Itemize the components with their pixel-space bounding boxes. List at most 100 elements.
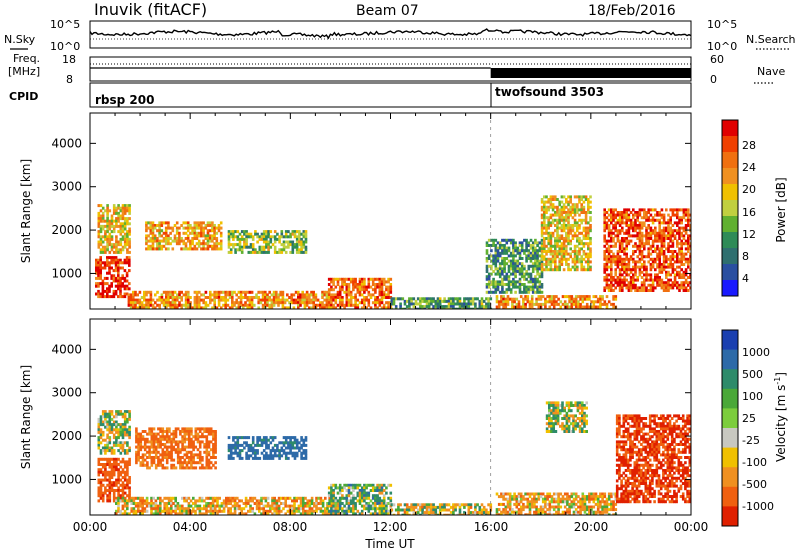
echo-cell <box>101 449 105 453</box>
echo-cell <box>427 305 431 309</box>
echo-cell <box>121 468 125 472</box>
echo-cell <box>114 269 118 273</box>
echo-cell <box>156 298 159 302</box>
echo-cell <box>536 267 539 271</box>
echo-cell <box>614 273 617 277</box>
echo-cell <box>480 299 484 303</box>
echo-cell <box>163 504 166 508</box>
echo-cell <box>293 243 297 247</box>
echo-cell <box>496 272 500 276</box>
echo-cell <box>161 509 164 513</box>
echo-cell <box>97 428 101 432</box>
echo-cell <box>119 227 123 231</box>
echo-cell <box>198 496 202 500</box>
echo-cell <box>684 289 688 292</box>
echo-cell <box>201 463 204 467</box>
echo-cell <box>123 240 127 244</box>
echo-cell <box>211 244 214 248</box>
echo-cell <box>126 410 129 414</box>
echo-cell <box>530 297 534 301</box>
echo-cell <box>222 296 225 299</box>
echo-cell <box>202 293 205 297</box>
echo-cell <box>676 286 679 290</box>
echo-cell <box>172 435 176 439</box>
echo-cell <box>167 224 170 227</box>
echo-cell <box>660 234 664 238</box>
echo-cell <box>614 257 617 261</box>
echo-cell <box>660 265 664 269</box>
echo-cell <box>452 302 455 306</box>
echo-cell <box>536 259 539 263</box>
echo-cell <box>110 274 113 278</box>
echo-cell <box>554 229 557 233</box>
echo-cell <box>554 247 557 251</box>
echo-cell <box>610 263 613 266</box>
echo-cell <box>262 235 266 239</box>
echo-cell <box>158 298 161 302</box>
echo-cell <box>293 245 297 249</box>
echo-cell <box>516 262 520 266</box>
echo-cell <box>576 268 579 272</box>
echo-cell <box>214 435 217 439</box>
echo-cell <box>529 272 533 276</box>
echo-cell <box>567 268 570 272</box>
echo-cell <box>161 453 165 457</box>
echo-cell <box>302 232 306 236</box>
echo-cell <box>365 288 368 292</box>
echo-cell <box>170 502 173 505</box>
echo-cell <box>385 296 388 299</box>
echo-cell <box>183 512 186 515</box>
echo-cell <box>482 307 486 309</box>
echo-cell <box>151 226 155 230</box>
echo-cell <box>385 288 388 292</box>
echo-cell <box>621 257 624 261</box>
echo-cell <box>275 293 278 297</box>
echo-cell <box>529 259 533 263</box>
echo-cell <box>298 250 301 254</box>
echo-cell <box>667 234 670 238</box>
echo-cell <box>538 246 542 250</box>
echo-cell <box>143 458 147 462</box>
echo-cell <box>460 305 464 309</box>
echo-cell <box>584 255 588 259</box>
echo-cell <box>478 305 482 309</box>
echo-cell <box>640 283 644 287</box>
echo-cell <box>112 428 116 432</box>
echo-cell <box>195 221 199 225</box>
echo-cell <box>161 499 164 503</box>
echo-cell <box>167 296 170 299</box>
echo-cell <box>174 432 178 436</box>
echo-cell <box>298 230 301 234</box>
echo-cell <box>227 512 230 515</box>
echo-cell <box>658 221 661 225</box>
echo-cell <box>520 246 524 250</box>
echo-cell <box>179 466 182 470</box>
echo-cell <box>610 270 613 274</box>
echo-cell <box>108 423 112 427</box>
echo-cell <box>321 306 324 309</box>
echo-cell <box>579 305 582 309</box>
echo-cell <box>423 305 427 309</box>
echo-cell <box>240 237 244 241</box>
echo-cell <box>536 270 539 273</box>
echo-cell <box>246 298 249 302</box>
echo-cell <box>165 502 169 505</box>
echo-cell <box>213 303 216 307</box>
echo-cell <box>187 432 191 436</box>
echo-cell <box>183 461 187 465</box>
echo-cell <box>627 286 631 290</box>
echo-cell <box>115 499 118 503</box>
echo-cell <box>119 509 122 513</box>
echo-cell <box>501 251 504 255</box>
echo-cell <box>236 446 240 450</box>
echo-cell <box>654 231 657 235</box>
echo-cell <box>632 268 635 272</box>
echo-cell <box>638 286 642 290</box>
echo-cell <box>197 224 201 227</box>
echo-cell <box>629 226 633 230</box>
echo-cell <box>112 209 116 213</box>
echo-cell <box>180 296 183 299</box>
echo-cell <box>164 231 168 235</box>
echo-cell <box>101 206 105 210</box>
echo-cell <box>180 237 183 240</box>
